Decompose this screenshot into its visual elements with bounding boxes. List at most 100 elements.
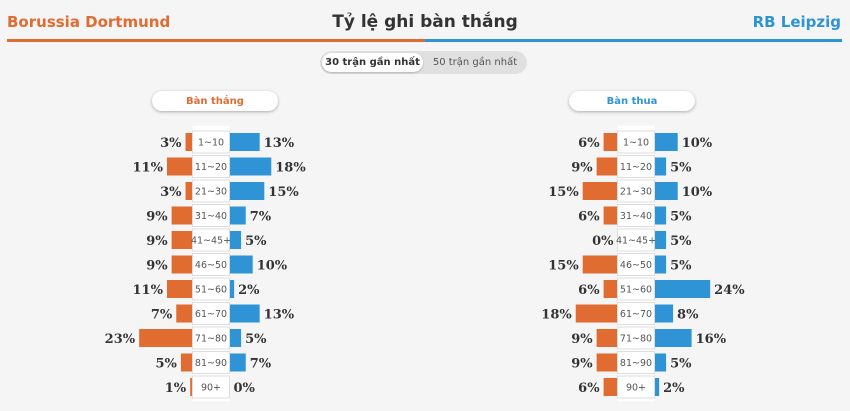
scored-away-bar [229,280,235,298]
conceded-category-label: 1~10 [623,138,649,149]
conceded-away-bar [654,280,711,298]
scored-home-bar [185,133,193,151]
scored-away-bar [229,206,246,225]
conceded-home-bar [582,182,618,200]
conceded-home-bar [603,378,618,396]
scored-category-label: 41~45+ [191,236,231,247]
conceded-away-value-label: 5% [670,259,692,274]
conceded-home-bar [596,353,618,372]
conceded-away-value-label: 10% [682,136,713,151]
conceded-category-box [617,277,655,301]
goals-scored-label: Bàn thắng [152,91,278,111]
scored-home-value-label: 9% [146,210,168,225]
conceded-home-bar [603,206,618,225]
conceded-category-label: 61~70 [620,309,652,320]
home-team-name[interactable]: Borussia Dortmund [7,13,171,31]
scored-category-box [192,277,230,301]
header: Borussia Dortmund Tỷ lệ ghi bàn thắng RB… [0,0,850,42]
conceded-category-label: 31~40 [620,211,652,222]
toggle-last-50[interactable]: 50 trận gần nhất [432,57,518,68]
scored-category-box [192,326,230,350]
scored-away-value-label: 15% [268,185,299,200]
conceded-category-box [617,228,655,252]
conceded-away-bar [654,255,667,274]
scored-home-bar [139,329,193,347]
conceded-away-bar [654,157,667,176]
conceded-away-bar [654,353,667,372]
scored-category-box [192,228,230,252]
conceded-home-value-label: 9% [571,332,593,347]
conceded-home-value-label: 6% [578,283,600,298]
scored-away-value-label: 5% [245,332,267,347]
conceded-category-label: 81~90 [620,358,652,369]
conceded-category-box [617,375,655,399]
conceded-category-box [617,179,655,203]
conceded-home-bar [603,280,618,298]
scored-home-value-label: 7% [151,308,173,323]
conceded-away-bar [654,231,667,249]
page-title: Tỷ lệ ghi bàn thắng [332,12,518,32]
scored-home-bar [185,182,193,200]
conceded-home-value-label: 18% [541,308,572,323]
scored-home-value-label: 3% [160,185,182,200]
scored-home-value-label: 5% [155,357,177,372]
conceded-away-value-label: 5% [670,234,692,249]
conceded-category-box [617,204,655,227]
scored-category-label: 21~30 [195,187,227,198]
scored-away-bar [229,157,272,176]
conceded-category-label: 21~30 [620,187,652,198]
scored-away-bar [229,255,253,274]
scored-home-bar [171,255,193,274]
scored-category-box [192,130,230,154]
goals-conceded-label: Bàn thua [569,91,695,111]
home-color-line [7,39,425,42]
scored-category-box [192,253,230,276]
scored-category-label: 81~90 [195,358,227,369]
scored-home-value-label: 11% [133,161,164,176]
scored-category-label: 71~80 [195,334,227,345]
scored-away-value-label: 13% [264,308,295,323]
scored-category-label: 90+ [201,383,221,394]
conceded-category-box [617,302,655,325]
scored-category-box [192,204,230,227]
conceded-home-value-label: 9% [571,161,593,176]
conceded-away-bar [654,206,667,225]
conceded-away-value-label: 2% [663,381,685,396]
scored-category-box [192,375,230,399]
scored-away-value-label: 7% [250,357,272,372]
conceded-category-label: 51~60 [620,285,652,296]
scored-away-value-label: 7% [250,210,272,225]
conceded-home-bar [603,133,618,151]
scored-category-label: 46~50 [195,260,227,271]
scored-away-bar [229,353,246,372]
toggle-last-30[interactable]: 30 trận gần nhất [322,53,423,72]
scored-away-value-label: 0% [234,381,256,396]
scored-home-value-label: 3% [160,136,182,151]
conceded-category-label: 11~20 [620,162,652,173]
conceded-home-value-label: 6% [578,381,600,396]
scored-category-label: 1~10 [198,138,224,149]
conceded-away-bar [654,378,660,396]
conceded-away-value-label: 5% [670,161,692,176]
scored-home-value-label: 11% [133,283,164,298]
scored-home-bar [171,231,193,249]
conceded-home-value-label: 6% [578,210,600,225]
conceded-home-value-label: 6% [578,136,600,151]
scored-away-bar [229,133,260,151]
away-color-line [425,39,842,42]
scored-away-bar [229,231,242,249]
scored-away-value-label: 18% [275,161,306,176]
conceded-category-label: 46~50 [620,260,652,271]
conceded-away-value-label: 5% [670,357,692,372]
conceded-home-value-label: 0% [592,234,614,249]
scored-home-value-label: 9% [146,259,168,274]
conceded-away-value-label: 24% [714,283,745,298]
scored-category-label: 51~60 [195,285,227,296]
scored-away-value-label: 2% [238,283,260,298]
conceded-away-bar [654,133,678,151]
scored-home-bar [166,157,193,176]
scored-category-label: 61~70 [195,309,227,320]
scored-home-bar [171,206,193,225]
away-team-name[interactable]: RB Leipzig [752,13,841,31]
